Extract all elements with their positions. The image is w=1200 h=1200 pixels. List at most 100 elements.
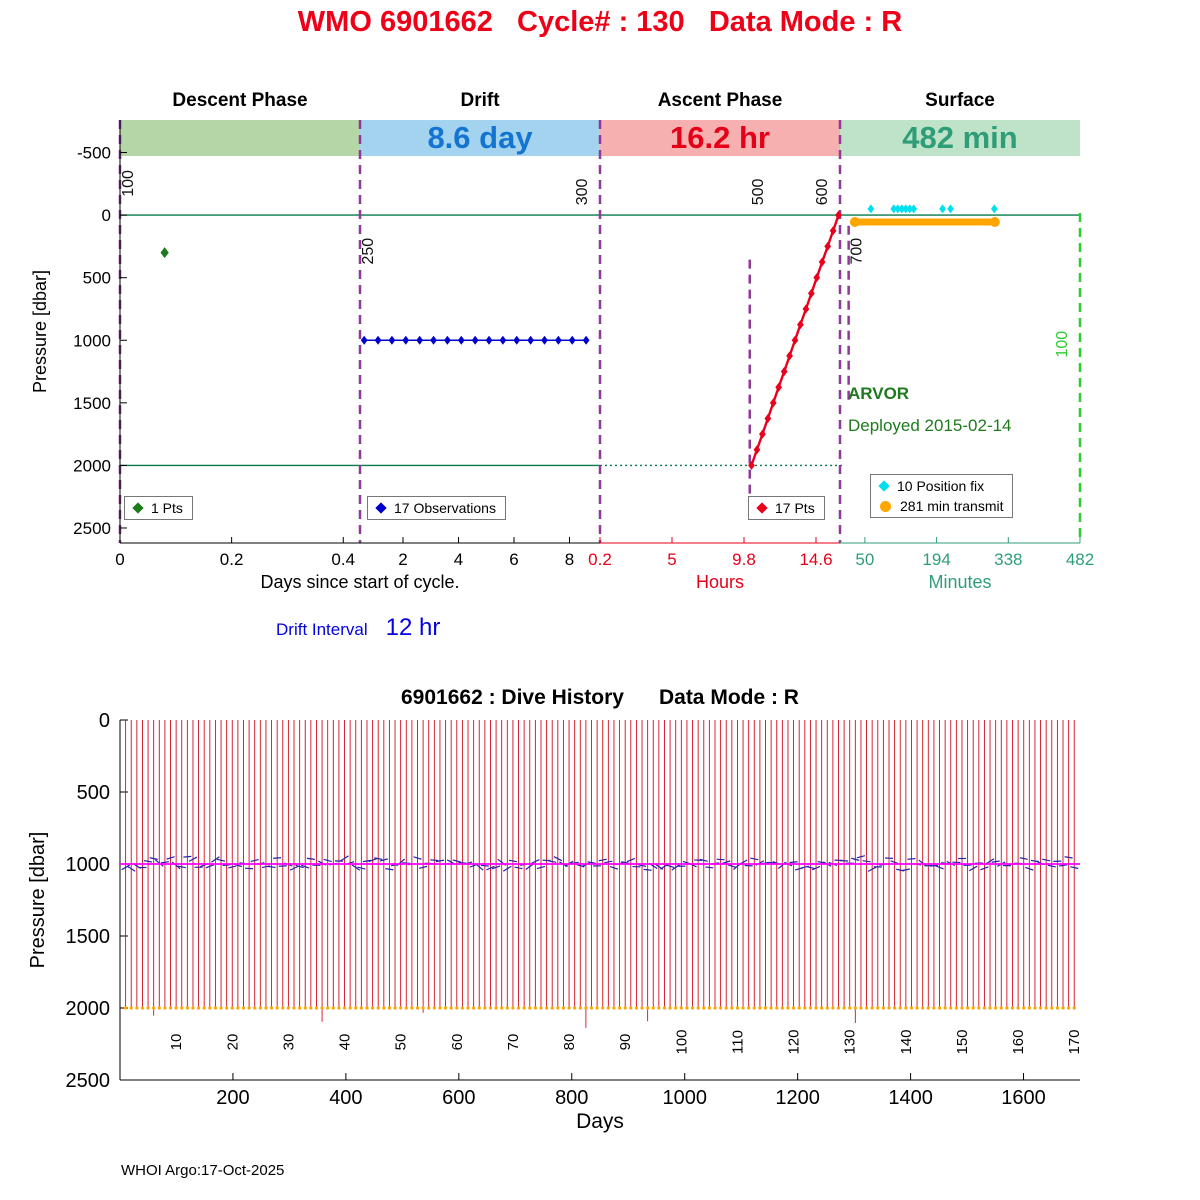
svg-text:10: 10 [168,1034,185,1051]
phase-band [360,120,600,156]
svg-text:170: 170 [1066,1029,1083,1054]
svg-text:60: 60 [449,1034,466,1051]
svg-text:100: 100 [120,170,137,197]
legend-label: 1 Pts [151,500,183,516]
svg-text:0.2: 0.2 [220,550,244,569]
days-xlabel: Days [576,1110,624,1133]
svg-text:30: 30 [280,1034,297,1051]
legend-entry: 281 min transmit [880,498,1003,514]
svg-text:600: 600 [442,1087,475,1109]
svg-text:0.2: 0.2 [588,550,612,569]
svg-text:130: 130 [842,1029,859,1054]
svg-text:50: 50 [855,550,874,569]
circle-marker-icon [880,500,891,512]
diamond-marker-icon [375,502,387,514]
svg-text:100: 100 [1054,331,1071,358]
svg-text:500: 500 [83,269,111,288]
svg-text:110: 110 [729,1030,746,1054]
svg-text:2000: 2000 [73,456,111,475]
diamond-marker-icon [132,502,144,514]
phase-band [840,120,1080,156]
svg-text:500: 500 [77,782,110,804]
svg-text:1200: 1200 [775,1087,820,1109]
svg-text:20: 20 [224,1034,241,1051]
legend-surface: 10 Position fix 281 min transmit [870,474,1014,518]
svg-text:-500: -500 [77,144,111,163]
drift-interval-row: Drift Interval 12 hr [276,614,440,642]
svg-text:1500: 1500 [66,926,111,948]
svg-text:2500: 2500 [73,519,111,538]
svg-text:90: 90 [617,1034,634,1051]
svg-text:194: 194 [922,550,950,569]
svg-text:200: 200 [216,1087,249,1109]
svg-text:1400: 1400 [888,1087,933,1109]
svg-text:160: 160 [1010,1029,1027,1054]
phase-label-drift: Drift [460,90,500,111]
drift-duration-label: 8.6 day [427,120,533,155]
svg-text:1600: 1600 [1001,1087,1046,1109]
deployed-date-annotation: Deployed 2015-02-14 [848,416,1012,435]
svg-text:338: 338 [994,550,1022,569]
svg-text:0: 0 [99,710,110,732]
ascent-duration-label: 16.2 hr [670,120,770,155]
legend-ascent: 17 Pts [748,496,825,520]
svg-text:0: 0 [102,206,111,225]
svg-text:Pressure [dbar]: Pressure [dbar] [30,270,50,393]
svg-text:1000: 1000 [73,331,111,350]
svg-text:0.4: 0.4 [331,550,355,569]
phase-band [120,120,360,156]
svg-text:400: 400 [329,1087,362,1109]
legend-drift: 17 Observations [367,496,506,520]
legend-entry: 17 Observations [375,500,496,516]
float-model-annotation: ARVOR [848,384,910,403]
svg-text:14.6: 14.6 [799,550,832,569]
svg-text:100: 100 [673,1029,690,1054]
phase-label-ascent: Ascent Phase [657,90,783,111]
svg-text:8: 8 [565,550,574,569]
footer-credit: WHOI Argo:17-Oct-2025 [121,1162,285,1179]
svg-text:2000: 2000 [66,998,111,1020]
svg-text:2500: 2500 [66,1070,111,1092]
svg-text:50: 50 [393,1034,410,1051]
svg-text:482: 482 [1066,550,1094,569]
svg-text:6: 6 [509,550,518,569]
svg-text:120: 120 [786,1029,803,1054]
diamond-marker-icon [878,480,890,492]
svg-text:1000: 1000 [66,854,111,876]
svg-text:1500: 1500 [73,394,111,413]
svg-text:9.8: 9.8 [732,550,756,569]
svg-text:700: 700 [849,238,866,265]
phase-band [600,120,840,156]
hours-axis-label: Hours [695,572,744,592]
svg-text:800: 800 [555,1087,588,1109]
minutes-axis-label: Minutes [928,572,992,592]
svg-text:300: 300 [574,178,591,205]
days-axis-label: Days since start of cycle. [260,572,460,592]
svg-text:70: 70 [505,1034,522,1051]
svg-text:Pressure [dbar]: Pressure [dbar] [27,832,49,969]
legend-label: 10 Position fix [897,478,985,494]
phase-label-surface: Surface [925,90,995,111]
legend-entry: 10 Position fix [878,478,1003,494]
svg-text:500: 500 [750,178,767,205]
legend-label: 281 min transmit [900,498,1004,514]
drift-interval-label: Drift Interval [276,620,368,639]
legend-label: 17 Observations [394,500,496,516]
svg-text:150: 150 [954,1029,971,1054]
legend-entry: 17 Pts [756,500,815,516]
page-title: WMO 6901662 Cycle# : 130 Data Mode : R [297,6,903,38]
legend-descent: 1 Pts [124,496,193,520]
diamond-marker-icon [756,502,768,514]
svg-text:4: 4 [454,550,463,569]
svg-text:2: 2 [398,550,407,569]
svg-text:0: 0 [115,550,124,569]
drift-interval-value: 12 hr [385,614,441,641]
svg-text:40: 40 [337,1034,354,1051]
svg-text:250: 250 [360,238,377,265]
svg-text:140: 140 [898,1029,915,1054]
svg-text:1000: 1000 [662,1087,707,1109]
svg-text:5: 5 [667,550,676,569]
legend-label: 17 Pts [775,500,815,516]
